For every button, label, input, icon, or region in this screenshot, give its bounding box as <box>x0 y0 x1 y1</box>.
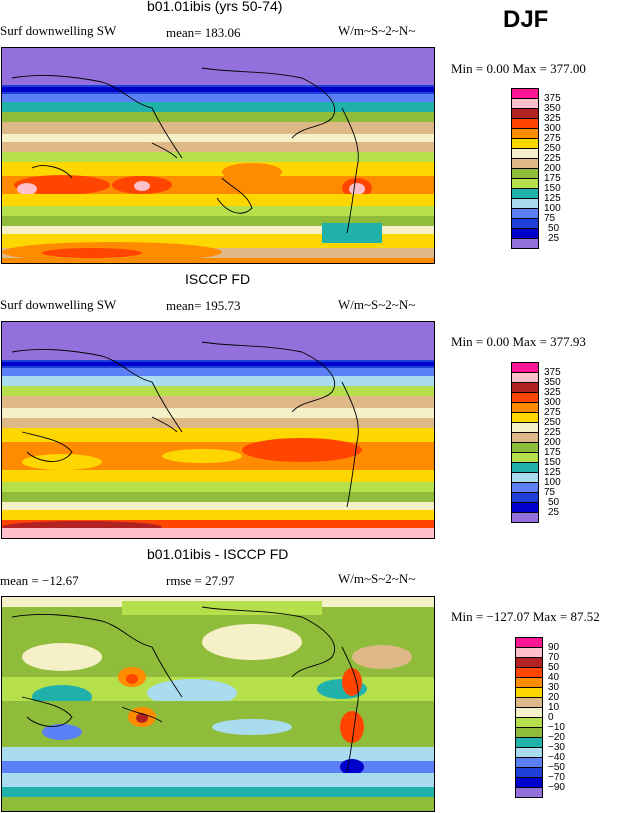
colorbar-label: 25 <box>548 233 560 244</box>
colorbar-label: 300 <box>544 397 561 408</box>
colorbar-label: 350 <box>544 377 561 388</box>
colorbar-label: 325 <box>544 113 561 124</box>
colorbar-label: 350 <box>544 103 561 114</box>
colorbar-label: 125 <box>544 467 561 478</box>
colorbar-label: 275 <box>544 133 561 144</box>
panel1-map <box>1 47 435 264</box>
colorbar-label: 200 <box>544 163 561 174</box>
colorbar-label: 150 <box>544 183 561 194</box>
colorbar-label: 275 <box>544 407 561 418</box>
panel3-rmse: rmse = 27.97 <box>166 573 235 588</box>
colorbar-label: 250 <box>544 143 561 154</box>
colorbar-label: 225 <box>544 427 561 438</box>
panel3-units: W/m~S~2~N~ <box>338 571 416 586</box>
panel1-variable: Surf downwelling SW <box>0 23 117 38</box>
panel1-units: W/m~S~2~N~ <box>338 23 416 38</box>
panel2-colorbar: 375 350 325 300 275 250 225 200 175 150 … <box>511 362 601 532</box>
colorbar-label: 200 <box>544 437 561 448</box>
colorbar-label: 300 <box>544 123 561 134</box>
panel2-variable: Surf downwelling SW <box>0 297 117 312</box>
colorbar-label: −20 <box>548 732 565 743</box>
panel2-map <box>1 321 435 539</box>
panel2-mean: mean= 195.73 <box>166 298 241 313</box>
colorbar-label: 250 <box>544 417 561 428</box>
colorbar-label: 375 <box>544 367 561 378</box>
panel3-minmax: Min = −127.07 Max = 87.52 <box>451 609 600 624</box>
panel3-mean: mean = −12.67 <box>0 573 79 588</box>
colorbar-label: −50 <box>548 762 565 773</box>
colorbar-label: 375 <box>544 93 561 104</box>
colorbar-label: −40 <box>548 752 565 763</box>
colorbar-label: 10 <box>548 702 560 713</box>
colorbar-label: −90 <box>548 782 565 793</box>
colorbar-label: −70 <box>548 772 565 783</box>
colorbar-label: 125 <box>544 193 561 204</box>
colorbar-label: 0 <box>548 712 554 723</box>
colorbar-swatch <box>511 238 539 249</box>
panel1-title: b01.01ibis (yrs 50-74) <box>147 0 283 14</box>
colorbar-label: 50 <box>548 223 560 234</box>
panel3-map <box>1 596 435 812</box>
colorbar-label: 40 <box>548 672 560 683</box>
colorbar-label: −10 <box>548 722 565 733</box>
panel3-colorbar: 90 70 50 40 30 20 10 0 −10 −20 −30 −40 −… <box>515 637 605 807</box>
panel2-minmax: Min = 0.00 Max = 377.93 <box>451 334 586 349</box>
colorbar-label: 175 <box>544 447 561 458</box>
panel3-title: b01.01ibis - ISCCP FD <box>147 546 289 562</box>
colorbar-label: 20 <box>548 692 560 703</box>
colorbar-label: 175 <box>544 173 561 184</box>
colorbar-label: 90 <box>548 642 560 653</box>
colorbar-label: 50 <box>548 662 560 673</box>
colorbar-label: 100 <box>544 477 561 488</box>
colorbar-label: 25 <box>548 507 560 518</box>
panel1-colorbar: 375 350 325 300 275 250 225 200 175 150 … <box>511 88 601 258</box>
colorbar-label: 100 <box>544 203 561 214</box>
colorbar-label: −30 <box>548 742 565 753</box>
colorbar-swatch <box>515 787 543 798</box>
panel1-minmax: Min = 0.00 Max = 377.00 <box>451 61 586 76</box>
colorbar-swatch <box>511 512 539 523</box>
season-label: DJF <box>503 6 549 33</box>
colorbar-label: 150 <box>544 457 561 468</box>
panel1-mean: mean= 183.06 <box>166 25 241 40</box>
colorbar-label: 75 <box>544 487 556 498</box>
colorbar-label: 50 <box>548 497 560 508</box>
panel2-title: ISCCP FD <box>185 271 251 287</box>
colorbar-label: 325 <box>544 387 561 398</box>
colorbar-label: 225 <box>544 153 561 164</box>
colorbar-label: 75 <box>544 213 556 224</box>
panel2-units: W/m~S~2~N~ <box>338 297 416 312</box>
colorbar-label: 70 <box>548 652 560 663</box>
colorbar-label: 30 <box>548 682 560 693</box>
